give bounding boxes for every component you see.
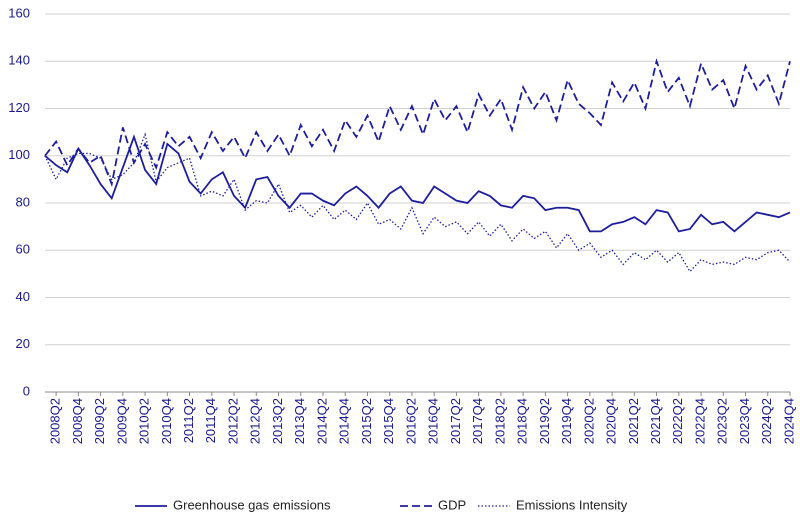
legend-label: GDP (438, 497, 466, 512)
x-tick-label: 2017Q2 (448, 398, 463, 444)
x-tick-label: 2018Q4 (515, 398, 530, 444)
x-tick-label: 2010Q2 (137, 398, 152, 444)
x-tick-label: 2019Q2 (537, 398, 552, 444)
x-tick-label: 2016Q4 (426, 398, 441, 444)
x-tick-label: 2024Q2 (759, 398, 774, 444)
x-tick-label: 2013Q2 (270, 398, 285, 444)
x-tick-label: 2022Q2 (670, 398, 685, 444)
x-tick-label: 2021Q4 (648, 398, 663, 444)
x-tick-label: 2014Q2 (314, 398, 329, 444)
x-tick-label: 2023Q4 (737, 398, 752, 444)
series-line (44, 132, 791, 273)
y-tick-label: 80 (16, 194, 30, 209)
x-tick-label: 2014Q4 (337, 398, 352, 444)
y-tick-label: 160 (8, 5, 30, 20)
y-tick-label: 120 (8, 100, 30, 115)
x-tick-label: 2024Q4 (781, 398, 796, 444)
x-tick-label: 2019Q4 (559, 398, 574, 444)
x-tick-label: 2008Q4 (70, 398, 85, 444)
x-tick-label: 2023Q2 (715, 398, 730, 444)
x-tick-label: 2008Q2 (48, 398, 63, 444)
series-line (44, 134, 791, 233)
legend-label: Emissions Intensity (516, 497, 628, 512)
x-tick-label: 2017Q4 (470, 398, 485, 444)
y-tick-label: 100 (8, 147, 30, 162)
x-tick-label: 2015Q4 (381, 398, 396, 444)
x-tick-label: 2010Q4 (159, 398, 174, 444)
x-tick-label: 2009Q2 (92, 398, 107, 444)
x-tick-label: 2016Q2 (403, 398, 418, 444)
y-tick-label: 140 (8, 53, 30, 68)
y-tick-label: 60 (16, 242, 30, 257)
x-tick-label: 2015Q2 (359, 398, 374, 444)
x-tick-label: 2020Q4 (604, 398, 619, 444)
x-tick-label: 2022Q4 (692, 398, 707, 444)
legend: Greenhouse gas emissions GDP Emissions Int… (135, 497, 628, 512)
series-line (44, 58, 791, 188)
x-tick-label: 2012Q2 (225, 398, 240, 444)
legend-label: Greenhouse gas emissions (173, 497, 331, 512)
x-tick-label: 2011Q4 (203, 398, 218, 443)
x-tick-label: 2011Q2 (181, 398, 196, 443)
y-tick-label: 0 (23, 383, 30, 398)
x-tick-label: 2021Q2 (626, 398, 641, 444)
x-tick-label: 2018Q2 (492, 398, 507, 444)
y-tick-label: 20 (16, 336, 30, 351)
x-tick-label: 2020Q2 (581, 398, 596, 444)
x-tick-label: 2013Q4 (292, 398, 307, 444)
x-tick-label: 2009Q4 (114, 398, 129, 444)
x-tick-label: 2012Q4 (248, 398, 263, 444)
y-tick-label: 40 (16, 289, 30, 304)
